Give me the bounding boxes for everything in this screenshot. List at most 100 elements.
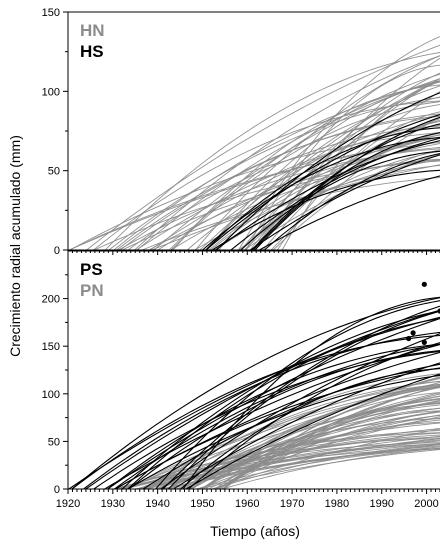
HN-line-25 [199,78,440,250]
PS-line-5 [128,350,440,489]
PN-line-47 [222,386,440,489]
HN-line-12 [136,124,440,250]
panel-2: 0 50 100 150 200 1920 1930 1940 1950 1960 1970 1980… [42,250,440,510]
HN-line-19 [149,120,440,250]
PS-line-16 [93,350,440,489]
PS-line-18 [155,300,440,489]
HS-line-11 [230,137,440,250]
endpoint-4 [406,335,412,342]
HS-line-7 [264,152,440,250]
x-axis-title: Tiempo (años) [210,523,300,539]
x-tick-label: 1980 [325,498,349,510]
plot-panels: 0 50 100 150 HN HS 0 50 100 150 200 1920 1930 1940 195… [42,7,440,510]
x-tick-label: 1990 [369,498,393,510]
HN-line-35 [86,44,440,250]
HN-line-46 [113,81,440,250]
y-tick-label: 0 [54,484,60,496]
legend-HS: HS [80,42,104,61]
PS-line-25 [115,351,440,489]
HN-line-52 [170,158,440,250]
x-tick-label: 1970 [280,498,304,510]
PS-line-12 [85,309,440,489]
HN-line-54 [151,164,440,250]
x-tick-label: 1920 [56,498,80,510]
endpoint-2 [437,308,440,314]
PN-line-46 [216,414,440,489]
HN-line-37 [134,55,440,250]
PS-line-17 [127,317,440,489]
PN-line-69 [185,410,440,489]
PS-line-20 [143,363,440,489]
y-tick-label: 150 [42,341,60,353]
HN-line-53 [142,177,440,250]
PS-line-21 [71,297,440,489]
legend-PN: PN [80,281,104,300]
PS-line-13 [68,316,440,489]
HN-line-18 [153,78,440,250]
legend-HN: HN [80,21,105,40]
HN-line-3 [104,52,440,250]
HS-line-9 [250,154,440,250]
x-tick-label: 1930 [101,498,125,510]
PS-line-22 [168,310,440,489]
HS-line-14 [240,150,440,250]
HN-line-24 [170,101,440,250]
panel-1: 0 50 100 150 HN HS [42,7,440,257]
x-tick-label: 1960 [235,498,259,510]
PS-line-26 [114,343,440,489]
PN-line-64 [213,443,440,489]
legend-PS: PS [80,260,103,279]
x-tick-label: 2000 [414,498,438,510]
y-tick-label: 200 [42,294,60,306]
y-tick-label: 150 [42,7,60,19]
PN-line-16 [148,381,440,489]
PN-line-68 [146,443,440,489]
PN-line-61 [199,449,440,489]
y-tick-label: 100 [42,389,60,401]
endpoint-1 [421,281,427,287]
HS-line-4 [216,92,440,250]
PN-line-63 [160,444,440,489]
HN-line-22 [69,137,440,250]
HS-line-10 [259,175,440,250]
x-tick-label: 1950 [190,498,214,510]
HN-line-42 [69,141,440,250]
HS-line-12 [251,123,440,250]
HS-line-6 [205,114,440,250]
PS-line-3 [127,374,440,489]
y-tick-label: 0 [54,245,60,257]
HS-line-8 [254,132,440,250]
HN-line-14 [116,115,440,250]
PN-line-48 [155,432,440,489]
HN-line-50 [218,104,440,250]
y-tick-label: 50 [48,436,60,448]
HS-line-5 [205,127,440,250]
HN-line-26 [186,114,440,250]
HN-line-29 [262,91,440,250]
HN-line-8 [168,73,440,250]
HS-line-3 [212,169,440,250]
HN-line-47 [136,80,440,250]
endpoint-3 [410,330,416,336]
PN-line-41 [127,386,440,489]
y-axis-title: Crecimiento radial acumulado (mm) [7,135,23,357]
PS-line-24 [185,373,440,489]
PS-line-11 [173,362,440,489]
HS-line-2 [202,136,440,250]
PS-line-19 [107,317,440,489]
y-tick-label: 50 [48,166,60,178]
series-lines [69,36,440,250]
HN-line-41 [194,55,440,250]
endpoint-5 [421,339,427,345]
x-tick-label: 1940 [145,498,169,510]
HN-line-55 [94,160,440,250]
HN-line-2 [281,81,440,250]
PN-line-65 [217,385,440,489]
y-tick-label: 100 [42,86,60,98]
PS-line-7 [121,310,440,489]
HN-line-49 [93,100,440,250]
PN-line-66 [119,432,440,489]
HN-line-36 [120,113,440,250]
HS-line-13 [215,140,440,250]
